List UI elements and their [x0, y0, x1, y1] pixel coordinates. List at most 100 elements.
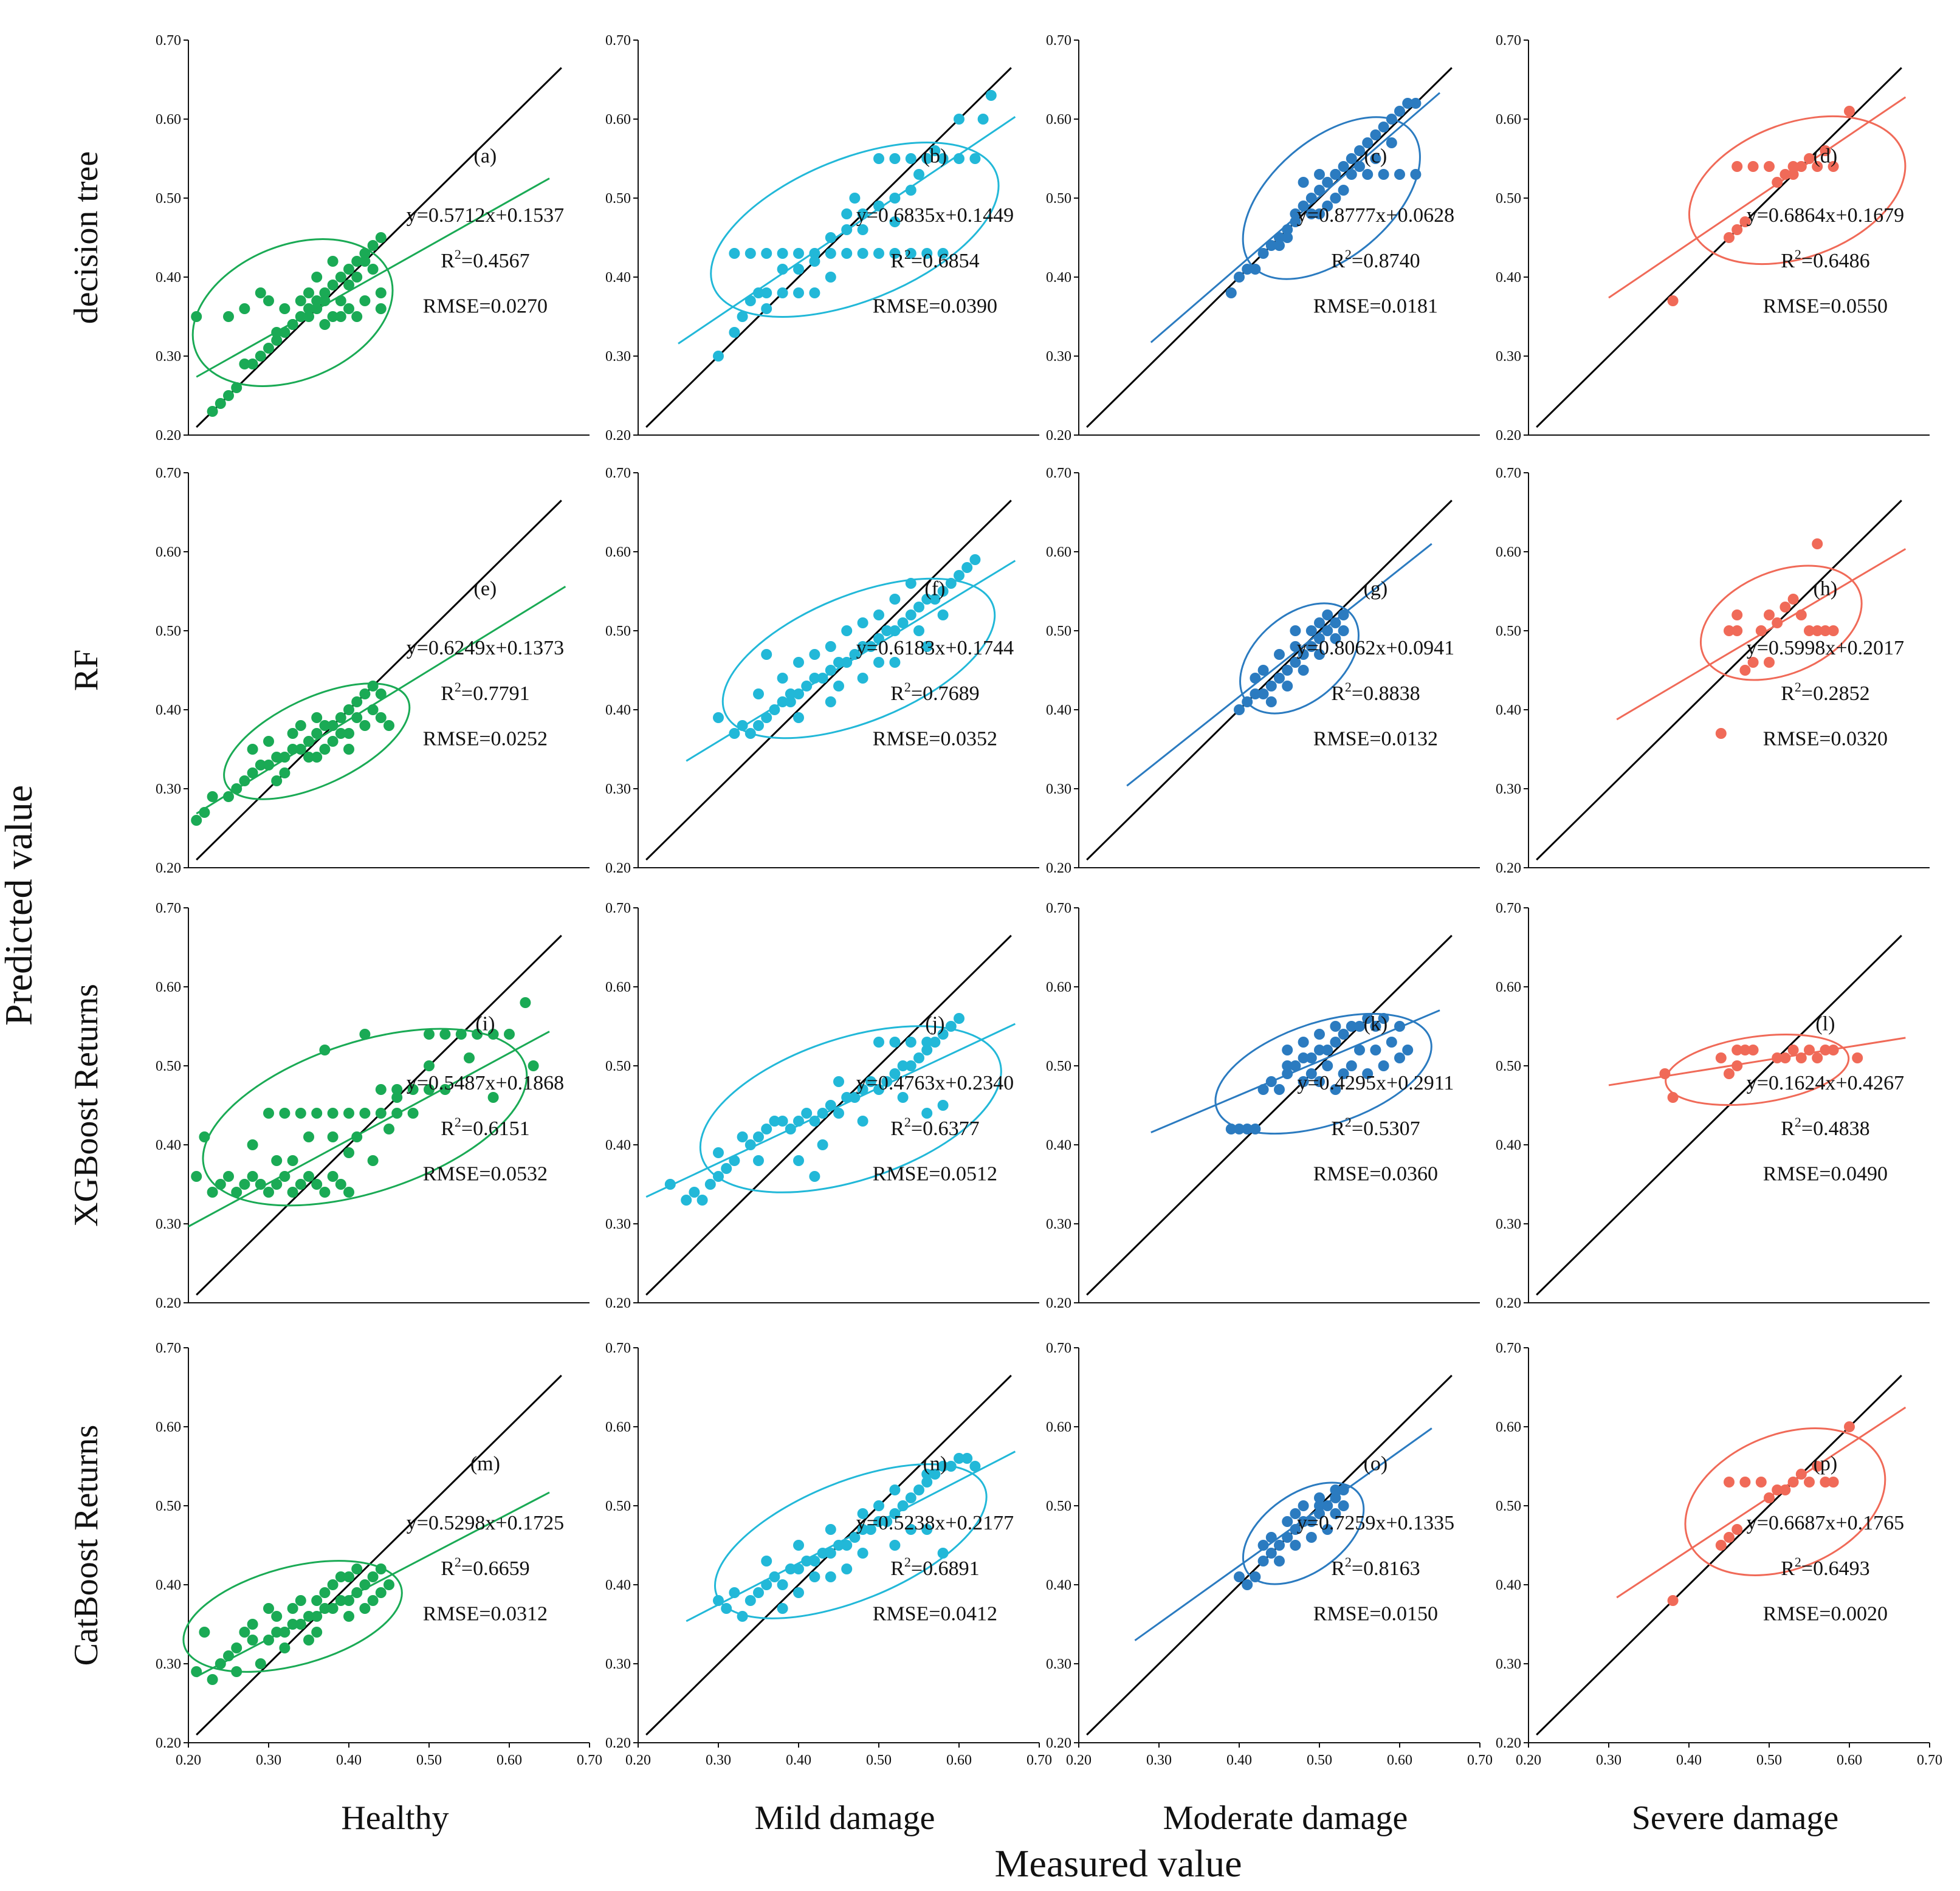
data-point	[1346, 1021, 1357, 1032]
data-point	[937, 586, 949, 597]
data-point	[359, 1108, 371, 1119]
data-point	[1764, 161, 1775, 172]
r-squared-symbol: R	[890, 250, 904, 272]
data-point	[1322, 1045, 1333, 1055]
r-squared-symbol: R	[1781, 1557, 1795, 1580]
r-squared-value: =0.6659	[461, 1557, 530, 1580]
data-point	[327, 1171, 339, 1182]
panel-label: (f)	[924, 578, 945, 600]
data-point	[1298, 649, 1309, 660]
data-point	[311, 712, 323, 723]
data-point	[825, 665, 836, 676]
data-point	[713, 351, 724, 362]
data-point	[375, 232, 387, 243]
data-point	[1787, 1045, 1799, 1055]
data-point	[1747, 657, 1759, 668]
y-tick-label: 0.60	[1046, 544, 1071, 560]
panel-m: 0.200.20 0.30 0.30 0.40 0.40 0.50 0.50 0.60 0.60…	[156, 1340, 602, 1768]
r-squared-exponent: 2	[1345, 1554, 1352, 1570]
data-point	[849, 1532, 861, 1543]
data-point	[303, 287, 314, 298]
data-point	[343, 264, 354, 275]
data-point	[335, 311, 346, 322]
data-point	[199, 1627, 210, 1638]
data-point	[231, 1187, 242, 1198]
panel-label: (b)	[923, 145, 947, 168]
data-point	[1305, 641, 1317, 652]
data-point	[905, 185, 916, 196]
r-squared-value: =0.6493	[1801, 1557, 1870, 1580]
y-tick-label: 0.30	[1046, 1217, 1071, 1232]
y-tick-label: 0.60	[1496, 112, 1521, 128]
data-point	[367, 1595, 379, 1606]
data-point	[311, 1179, 323, 1190]
data-point	[809, 287, 820, 298]
y-tick-label: 0.30	[1046, 1656, 1071, 1672]
data-point	[833, 1108, 844, 1119]
data-point	[1265, 681, 1277, 692]
data-point	[1747, 161, 1759, 172]
x-tick-label: 0.40	[1226, 1752, 1252, 1768]
data-point	[1386, 1037, 1397, 1048]
data-point	[1715, 1052, 1727, 1063]
data-point	[833, 1540, 844, 1551]
y-tick-label: 0.40	[156, 1138, 181, 1153]
regression-equation: y=0.6249x+0.1373	[407, 637, 564, 659]
data-point	[809, 649, 820, 660]
data-point	[777, 287, 788, 298]
data-point	[247, 1635, 258, 1646]
data-point	[1394, 106, 1405, 117]
confidence-ellipse	[721, 577, 996, 740]
rmse-value: RMSE=0.0512	[873, 1163, 997, 1186]
confidence-ellipse	[191, 238, 394, 387]
data-point	[793, 657, 804, 668]
data-point	[1257, 665, 1269, 676]
y-tick-label: 0.40	[605, 702, 631, 718]
data-point	[753, 1131, 764, 1142]
regression-equation: y=0.8777x+0.0628	[1297, 204, 1454, 227]
y-tick-label: 0.60	[1496, 980, 1521, 995]
data-point	[1378, 1013, 1389, 1024]
data-point	[889, 594, 901, 605]
data-point	[937, 153, 949, 164]
data-point	[343, 1187, 354, 1198]
data-point	[1852, 1052, 1863, 1063]
data-point	[1265, 1548, 1277, 1559]
y-tick-label: 0.50	[605, 191, 631, 207]
rmse-value: RMSE=0.0270	[423, 295, 548, 318]
panel-e: 0.20 0.30 0.40 0.50 0.60 0.70 (e) y=0.6249x+0.1…	[156, 465, 590, 876]
data-point	[1747, 1045, 1759, 1055]
panel-label: (k)	[1364, 1013, 1388, 1035]
data-point	[1346, 153, 1357, 164]
data-point	[191, 1171, 202, 1182]
x-tick-label: 0.20	[625, 1752, 651, 1768]
data-point	[407, 1084, 419, 1095]
data-point	[1779, 602, 1791, 613]
one-to-one-line	[1536, 67, 1902, 428]
data-point	[1298, 177, 1309, 188]
r-squared: R2=0.8838	[1331, 679, 1420, 705]
panel-label: (a)	[474, 145, 497, 168]
data-point	[375, 287, 387, 298]
y-tick-label: 0.70	[605, 1340, 631, 1356]
data-point	[1314, 1500, 1325, 1511]
data-point	[825, 1548, 836, 1559]
data-point	[1330, 1508, 1341, 1519]
data-point	[383, 1579, 394, 1590]
data-point	[191, 815, 202, 826]
confidence-ellipse	[699, 1025, 1002, 1193]
x-tick-label: 0.30	[706, 1752, 731, 1768]
data-point	[1378, 169, 1389, 180]
y-tick-label: 0.30	[156, 1217, 181, 1232]
y-tick-label: 0.40	[605, 1138, 631, 1153]
data-point	[351, 272, 363, 283]
data-point	[1265, 240, 1277, 251]
data-point	[215, 1179, 226, 1190]
data-point	[737, 1131, 748, 1142]
data-point	[889, 153, 901, 164]
data-point	[1812, 1052, 1823, 1063]
data-point	[1322, 177, 1333, 188]
data-point	[359, 1029, 371, 1040]
regression-equation: y=0.7259x+0.1335	[1297, 1512, 1454, 1534]
